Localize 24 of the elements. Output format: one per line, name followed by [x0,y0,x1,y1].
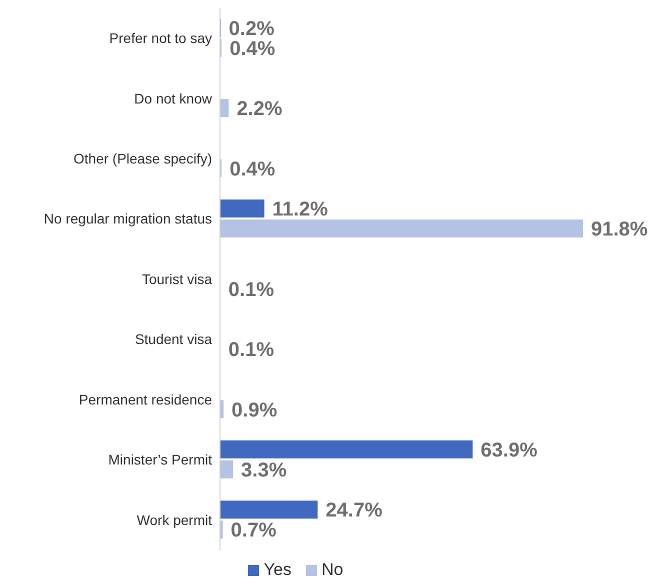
data-label: 63.9% [480,439,538,462]
y-tick-label: Do not know [134,90,213,106]
data-label: 2.2% [236,98,282,120]
y-tick-label: Prefer not to say [109,30,212,46]
y-tick-label: Work permit [136,512,212,528]
y-tick-label: Other (Please specify) [74,150,212,167]
y-tick-label: Tourist visa [142,270,212,287]
y-tick-label: Student visa [134,331,212,348]
data-label: 0.1% [228,278,274,301]
data-label: 24.7% [326,500,383,522]
data-label: 0.7% [230,520,277,542]
data-label: 91.8% [591,218,648,241]
y-tick-label: Minister’s Permit [108,452,212,468]
legend-label: Yes [262,560,292,580]
data-label: 11.2% [272,198,328,221]
data-label: 0.1% [228,339,274,362]
data-label: 0.4% [230,158,276,180]
y-tick-label: No regular migration status [44,210,212,227]
y-tick-label: Permanent residence [78,391,212,408]
data-label: 3.3% [241,459,287,482]
legend-label: No [320,560,344,580]
data-label: 0.4% [230,38,276,60]
data-label: 0.2% [228,18,275,40]
data-label: 0.9% [232,399,278,422]
